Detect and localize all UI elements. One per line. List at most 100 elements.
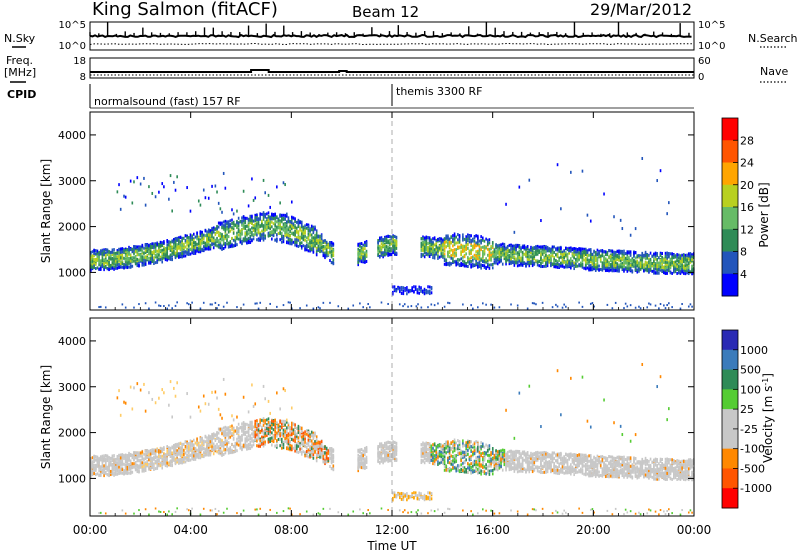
power-cell xyxy=(145,249,147,252)
power-cell xyxy=(627,270,629,273)
power-cell xyxy=(239,241,241,244)
power-cell xyxy=(361,260,363,263)
power-cell xyxy=(251,234,253,237)
power-cell xyxy=(444,250,446,253)
power-cell xyxy=(321,246,323,249)
power-cell xyxy=(98,251,100,254)
power-cell xyxy=(656,258,658,261)
power-cell xyxy=(113,262,115,265)
power-cell xyxy=(658,307,660,309)
power-cell xyxy=(271,225,273,228)
power-cell xyxy=(175,242,177,245)
power-cell xyxy=(515,261,517,264)
power-cell xyxy=(298,225,300,228)
power-cell xyxy=(185,234,187,237)
power-cell xyxy=(95,263,97,266)
power-cell xyxy=(618,266,620,269)
power-cell xyxy=(366,254,368,257)
velocity-cell xyxy=(103,474,105,477)
power-cell xyxy=(288,220,290,223)
velocity-cell xyxy=(105,454,107,457)
power-cell xyxy=(103,253,105,256)
power-cell xyxy=(529,250,531,253)
power-cell xyxy=(218,241,220,244)
nsearch-label: N.Search xyxy=(748,32,798,45)
power-cell xyxy=(226,228,228,231)
power-cell xyxy=(517,251,519,254)
power-cell xyxy=(462,263,464,266)
power-cell xyxy=(211,235,213,238)
power-cell xyxy=(499,253,501,256)
power-cell xyxy=(479,250,481,253)
power-y-axis-label: Slant Range [km] xyxy=(39,159,53,263)
power-cell xyxy=(117,251,119,254)
power-cell xyxy=(357,252,359,255)
power-cell xyxy=(155,248,157,251)
power-cell xyxy=(617,254,619,257)
power-cell xyxy=(457,233,459,236)
power-cell xyxy=(180,236,182,239)
power-cell xyxy=(404,288,406,291)
power-cell xyxy=(180,248,182,251)
power-cell xyxy=(560,207,562,210)
power-cell xyxy=(357,244,359,247)
power-cell xyxy=(249,241,251,244)
power-cell xyxy=(308,245,310,248)
power-cell xyxy=(482,264,484,267)
power-cell xyxy=(426,239,428,242)
power-cell xyxy=(100,268,102,271)
power-cell xyxy=(552,306,554,308)
power-cell xyxy=(276,225,278,228)
power-cell xyxy=(608,263,610,266)
power-cell xyxy=(620,257,622,260)
power-cell xyxy=(457,241,459,244)
power-cell xyxy=(607,304,609,306)
power-colorbar-tick-label: 28 xyxy=(740,134,754,147)
velocity-cell xyxy=(103,464,105,467)
power-cell xyxy=(97,255,99,258)
velocity-cell xyxy=(93,472,95,475)
power-cell xyxy=(627,256,629,259)
power-cell xyxy=(392,240,394,243)
power-cell xyxy=(198,200,200,203)
power-cell xyxy=(580,249,582,252)
power-cell xyxy=(403,292,405,295)
power-cell xyxy=(153,256,155,259)
power-cell xyxy=(686,259,688,262)
power-cell xyxy=(132,201,134,204)
power-cell xyxy=(432,250,434,253)
power-cell xyxy=(146,246,148,249)
power-cell xyxy=(138,259,140,262)
power-cell xyxy=(238,217,240,220)
power-cell xyxy=(538,246,540,249)
power-cell xyxy=(399,303,401,305)
power-cell xyxy=(291,201,293,204)
power-cell xyxy=(582,248,584,251)
power-cell xyxy=(143,256,145,259)
power-cell xyxy=(673,261,675,264)
power-cell xyxy=(567,265,569,268)
power-cell xyxy=(542,253,544,256)
power-cell xyxy=(592,259,594,262)
power-cell xyxy=(241,233,243,236)
power-cell xyxy=(613,251,615,254)
power-cell xyxy=(228,231,230,234)
power-cell xyxy=(627,264,629,267)
power-cell xyxy=(180,240,182,243)
power-cell xyxy=(161,257,163,260)
power-cell xyxy=(223,240,225,243)
power-cell xyxy=(205,247,207,250)
power-cell xyxy=(107,267,109,270)
power-cell xyxy=(364,257,366,260)
power-cell xyxy=(251,215,253,218)
power-cell xyxy=(122,254,124,257)
power-cell xyxy=(597,260,599,263)
power-cell xyxy=(603,255,605,258)
power-cell xyxy=(474,263,476,266)
power-cell xyxy=(622,255,624,258)
power-cell xyxy=(425,291,427,294)
power-cell xyxy=(455,236,457,239)
velocity-cell xyxy=(98,469,100,472)
power-cell xyxy=(568,249,570,252)
power-cell xyxy=(166,248,168,251)
